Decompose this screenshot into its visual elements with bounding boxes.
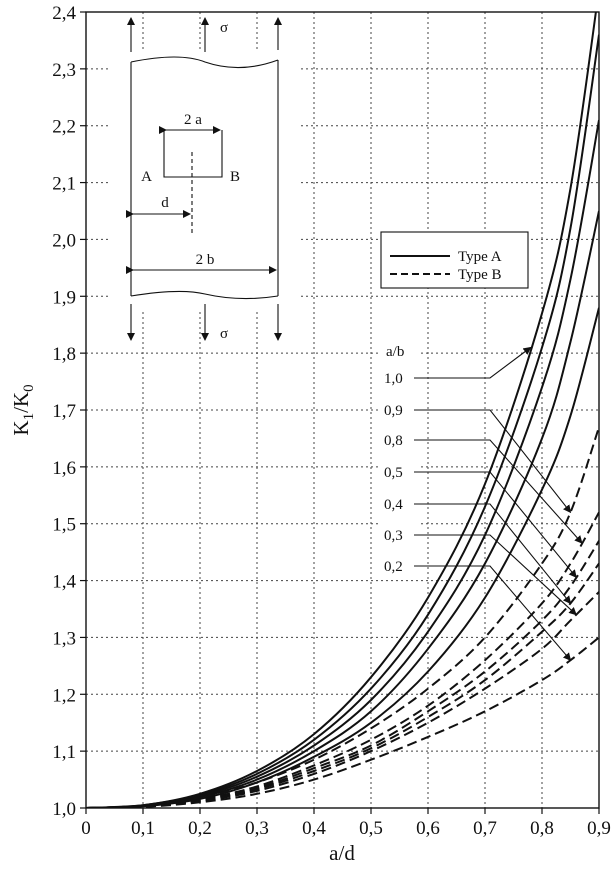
stress-label-bottom: σ [220,326,228,342]
param-label-4: 0,4 [384,497,403,513]
series-type-a-09-line [86,34,599,808]
specimen-sketch: σ σ 2 a A B d 2 b [110,17,298,342]
y-tick-label-9: 1,9 [52,287,76,308]
x-tick-label-0: 0 [81,818,91,839]
y-tick-label-0: 1,0 [52,799,76,820]
legend: Type A Type B [380,231,529,289]
y-axis-title-slash: /K [9,392,33,413]
x-tick-label-8: 0,8 [530,818,554,839]
series-type-b-08-line [86,540,599,808]
y-tick-label-2: 1,2 [52,685,76,706]
param-arrow-0 [414,346,532,379]
series-type-a-08-line [86,119,599,808]
axis-ticks: 0 0,1 0,2 0,3 0,4 0,5 0,6 0,7 0,8 0,9 1,0 1,1 1,2 1,3… [52,3,611,839]
y-tick-label-14: 2,4 [52,3,76,24]
x-tick-label-4: 0,4 [302,818,326,839]
crack-outline [163,130,223,178]
legend-box [380,231,529,289]
label-point-a: A [141,169,152,185]
sketch-background [110,52,298,310]
y-tick-label-5: 1,5 [52,515,76,536]
label-2a: 2 a [184,112,202,128]
x-axis-title: a/d [329,841,355,865]
y-axis-title-sub2: 0 [21,384,37,392]
series-type-b-05-line [86,562,599,808]
x-tick-label-6: 0,6 [416,818,440,839]
param-label-3: 0,5 [384,465,403,481]
param-arrow-3 [414,471,577,578]
param-arrow-2 [414,439,583,544]
y-tick-label-7: 1,7 [52,401,76,422]
y-tick-label-11: 2,1 [52,174,76,195]
x-tick-label-5: 0,5 [359,818,383,839]
stress-label-top: σ [220,20,228,36]
legend-label-type-b: Type B [458,267,502,283]
x-tick-label-1: 0,1 [131,818,155,839]
param-label-5: 0,3 [384,528,403,544]
y-tick-label-6: 1,6 [52,458,76,479]
x-tick-label-7: 0,7 [473,818,497,839]
y-tick-label-4: 1,4 [52,572,76,593]
legend-label-type-a: Type A [458,249,502,265]
param-label-0: 1,0 [384,371,403,387]
series-type-b-10-line [86,426,599,808]
param-arrow-5 [414,534,577,616]
y-tick-label-13: 2,3 [52,60,76,81]
series-type-a-10-line [86,12,597,808]
label-point-b: B [230,169,240,185]
param-label-2: 0,8 [384,433,403,449]
sketch-bottom-edge [130,290,279,300]
curves [86,12,599,808]
x-tick-label-2: 0,2 [188,818,212,839]
y-tick-label-1: 1,1 [52,742,76,763]
y-tick-label-12: 2,2 [52,117,76,138]
label-2b: 2 b [196,252,215,268]
y-axis-title-k: K [9,420,33,435]
series-type-b-09-line [86,511,599,808]
x-tick-label-9: 0,9 [587,818,611,839]
sketch-top-edge [130,56,279,69]
y-axis-title-sub1: 1 [21,413,37,421]
param-arrow-4 [414,503,572,605]
param-header: a/b [386,344,404,360]
parameter-label-background [380,340,420,572]
x-tick-label-3: 0,3 [245,818,269,839]
y-tick-label-8: 1,8 [52,344,76,365]
param-arrow-1 [414,409,572,514]
y-tick-label-3: 1,3 [52,628,76,649]
parameter-labels: a/b 1,0 0,9 0,8 0,5 0,4 0,3 0,2 [380,340,583,661]
y-tick-label-10: 2,0 [52,230,76,251]
series-type-b-02-line [86,636,599,808]
param-label-6: 0,2 [384,559,403,575]
y-axis-title: K1/K0 [9,384,37,435]
label-d: d [161,195,169,211]
param-arrow-6 [414,565,572,661]
param-label-1: 0,9 [384,403,403,419]
